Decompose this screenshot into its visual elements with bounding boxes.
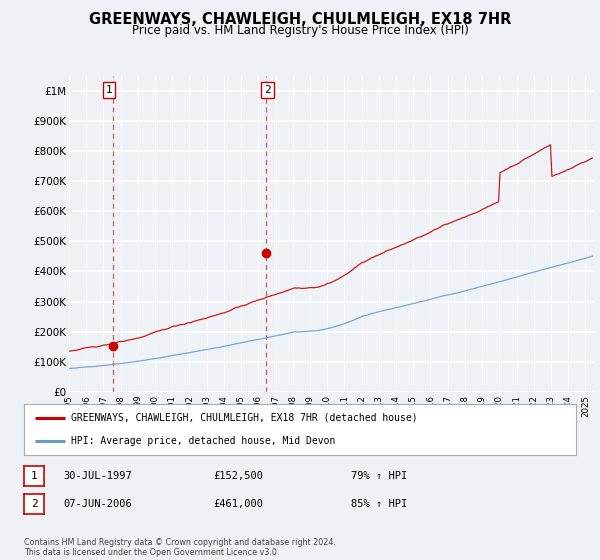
Text: £152,500: £152,500 <box>213 471 263 481</box>
Text: GREENWAYS, CHAWLEIGH, CHULMLEIGH, EX18 7HR: GREENWAYS, CHAWLEIGH, CHULMLEIGH, EX18 7… <box>89 12 511 27</box>
Text: 1: 1 <box>106 85 113 95</box>
Text: Price paid vs. HM Land Registry's House Price Index (HPI): Price paid vs. HM Land Registry's House … <box>131 24 469 36</box>
Text: HPI: Average price, detached house, Mid Devon: HPI: Average price, detached house, Mid … <box>71 436 335 446</box>
Text: Contains HM Land Registry data © Crown copyright and database right 2024.
This d: Contains HM Land Registry data © Crown c… <box>24 538 336 557</box>
Text: 2: 2 <box>31 499 38 509</box>
Text: 1: 1 <box>31 471 38 481</box>
Text: £461,000: £461,000 <box>213 499 263 509</box>
Text: 85% ↑ HPI: 85% ↑ HPI <box>351 499 407 509</box>
Text: 30-JUL-1997: 30-JUL-1997 <box>63 471 132 481</box>
Text: 2: 2 <box>264 85 271 95</box>
Text: 79% ↑ HPI: 79% ↑ HPI <box>351 471 407 481</box>
Text: GREENWAYS, CHAWLEIGH, CHULMLEIGH, EX18 7HR (detached house): GREENWAYS, CHAWLEIGH, CHULMLEIGH, EX18 7… <box>71 413 418 423</box>
Text: 07-JUN-2006: 07-JUN-2006 <box>63 499 132 509</box>
